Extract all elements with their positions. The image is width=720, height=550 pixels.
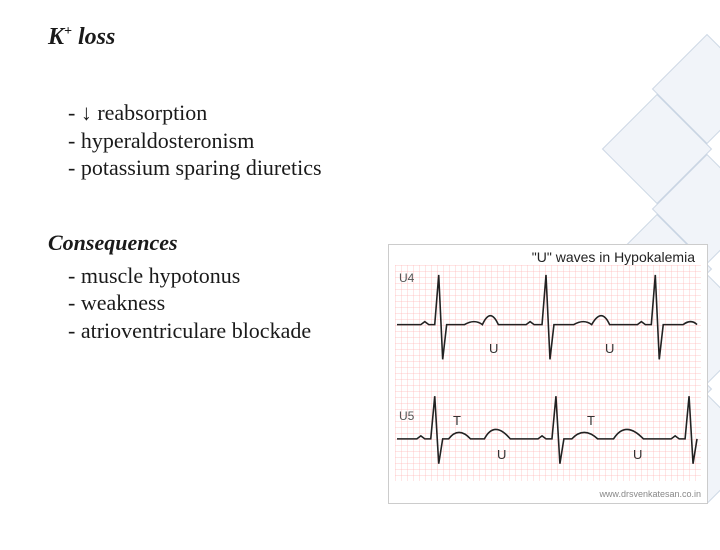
consequence-item: - atrioventriculare blockade <box>68 317 428 345</box>
consequence-item: - muscle hypotonus <box>68 262 428 290</box>
cause-item: - hyperaldosteronism <box>68 127 398 155</box>
ecg-trace-bottom <box>397 396 697 464</box>
ecg-annotation: U <box>489 341 498 356</box>
cause-item: - ↓ reabsorption <box>68 99 398 127</box>
ecg-annotation: U <box>497 447 506 462</box>
ecg-lead-label-top: U4 <box>399 271 414 285</box>
ecg-lead-label-bottom: U5 <box>399 409 414 423</box>
ecg-credit: www.drsvenkatesan.co.in <box>599 489 701 499</box>
ecg-figure: "U" waves in Hypokalemia U4 U5 U U T T U… <box>388 244 708 504</box>
ecg-traces <box>395 265 701 482</box>
slide-title: K+ loss <box>48 24 672 51</box>
ecg-annotation: T <box>587 413 595 428</box>
cause-item: - potassium sparing diuretics <box>68 154 398 182</box>
ecg-annotation: T <box>453 413 461 428</box>
ecg-annotation: U <box>633 447 642 462</box>
slide: K+ loss - ↓ reabsorption - hyperaldoster… <box>0 0 720 540</box>
ecg-trace-top <box>397 275 697 359</box>
consequence-item: - weakness <box>68 289 428 317</box>
ecg-title: "U" waves in Hypokalemia <box>532 249 695 265</box>
ecg-annotation: U <box>605 341 614 356</box>
causes-list: - ↓ reabsorption - hyperaldosteronism - … <box>68 99 398 182</box>
consequences-list: - muscle hypotonus - weakness - atrioven… <box>68 262 428 345</box>
